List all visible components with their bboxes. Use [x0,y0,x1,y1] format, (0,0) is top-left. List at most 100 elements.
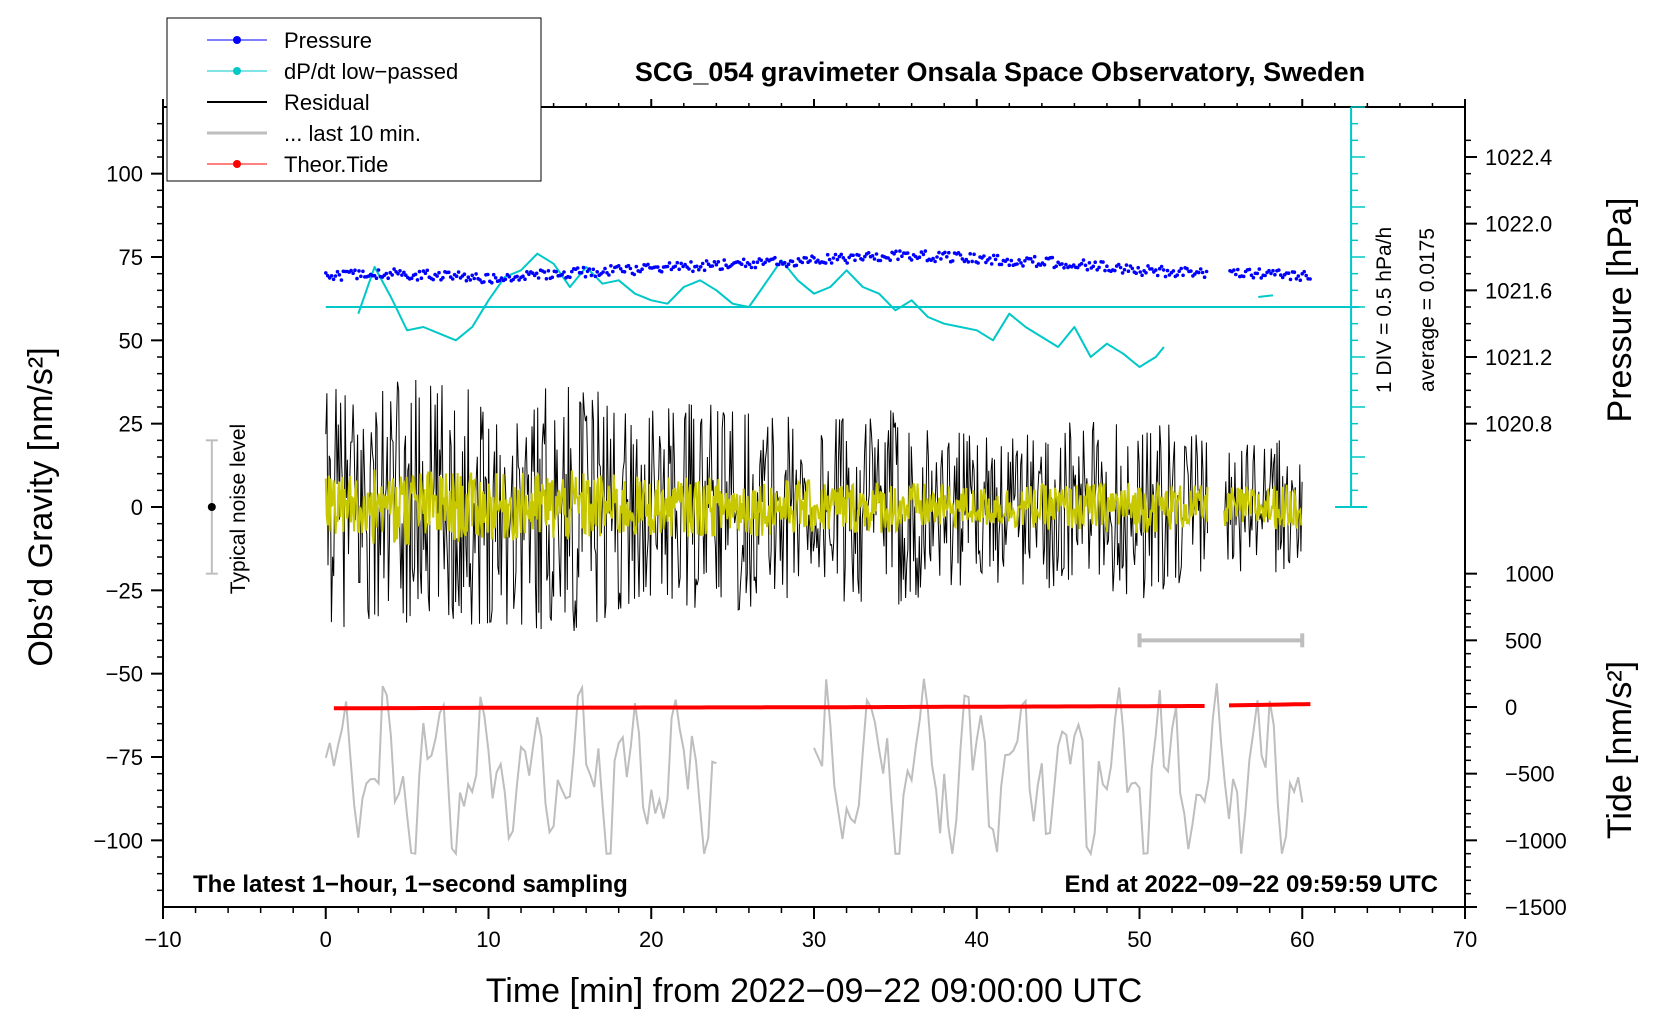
pressure-point [989,262,994,266]
pressure-point [777,262,781,267]
pressure-point [1144,271,1148,275]
pressure-point [993,257,998,262]
pressure-point [386,276,391,281]
pressure-point [722,258,726,262]
pressure-point [905,251,910,255]
legend-label: Theor.Tide [284,152,388,177]
pressure-point [609,264,613,268]
pressure-point [1085,267,1090,272]
pressure-point [695,264,699,269]
pressure-point [720,267,724,271]
end-time-note: End at 2022−09−22 09:59:59 UTC [1064,871,1438,898]
pressure-point [888,258,892,263]
pressure-point [384,271,389,276]
pressure-point [1292,270,1297,275]
pressure-point [413,272,418,277]
pressure-point [1146,264,1150,268]
pressure-point [659,269,664,274]
pressure-point [1234,272,1238,277]
pressure-point [1030,260,1035,264]
y-tick-label: 50 [119,328,143,353]
pressure-point [1165,268,1170,273]
pressure-point [1140,273,1144,278]
pressure-point [1171,269,1176,273]
pressure-point [423,271,428,276]
pressure-point [616,264,621,268]
pressure-point [1304,273,1308,278]
pressure-point [1136,265,1140,270]
pressure-point [1263,273,1267,278]
pressure-point [437,270,441,275]
pressure-point [1302,269,1306,274]
pressure-point [1308,277,1312,281]
tide-tick-label: 1000 [1505,562,1554,587]
pressure-point [1298,278,1303,283]
pressure-point [909,258,914,262]
pressure-point [390,273,395,277]
pressure-point [874,252,879,256]
pressure-point [1181,273,1185,278]
pressure-point [892,252,896,256]
pressure-point [324,271,328,275]
pressure-point [1277,268,1281,272]
pressure-point [595,270,599,274]
pressure-point [1023,259,1027,263]
last10-series-line [324,683,717,857]
pressure-point [691,269,695,274]
pressure-point [482,280,486,284]
legend: Pressure dP/dt low−passed Residual ... last… [166,17,542,182]
pressure-point [349,268,353,273]
legend-items: Pressure dP/dt low−passed Residual ... last… [207,28,458,177]
pressure-point [1083,263,1088,268]
pressure-point [1007,263,1012,268]
pressure-point [560,272,564,277]
pressure-point [1257,267,1262,271]
pressure-point [1175,273,1180,277]
pressure-point [1093,260,1097,265]
last10-series-line [813,678,1304,857]
pressure-point [786,262,791,267]
pressure-point [829,261,834,265]
pressure-point [950,259,955,263]
y-tick-label: 25 [119,412,143,437]
pressure-point [503,277,508,282]
pressure-point [976,261,980,265]
pressure-point [972,252,976,257]
x-tick-label: −10 [144,927,181,952]
pressure-point [1155,273,1160,278]
pressure-point [712,260,717,264]
pressure-point [702,268,707,273]
pressure-point [581,265,586,270]
pressure-point [991,253,996,258]
pressure-point [1288,277,1293,282]
pressure-point [562,270,566,274]
pressure-point [517,278,521,282]
pressure-point [523,277,527,282]
legend-marker [233,160,241,168]
pressure-point [632,272,637,277]
pressure-point [1196,270,1201,275]
pressure-point [357,269,361,273]
pressure-point [634,264,639,269]
pressure-point [376,268,381,272]
pressure-point [1251,275,1256,280]
pressure-point [361,269,365,274]
pressure-point [575,266,580,270]
pressure-point [839,252,844,257]
pressure-point [843,258,847,263]
pressure-point [970,259,974,264]
pressure-point [1042,263,1047,267]
pressure-point [618,267,623,271]
pressure-point [491,272,496,277]
x-tick-label: 60 [1290,927,1314,952]
pressure-point [1163,274,1168,279]
pressure-point [622,270,627,274]
pressure-point [833,252,838,257]
pressure-point [550,275,555,280]
pressure-point [464,278,469,283]
pressure-point [409,276,414,281]
pressure-point [431,277,436,282]
pressure-point [759,258,764,263]
pressure-point [1029,257,1033,261]
